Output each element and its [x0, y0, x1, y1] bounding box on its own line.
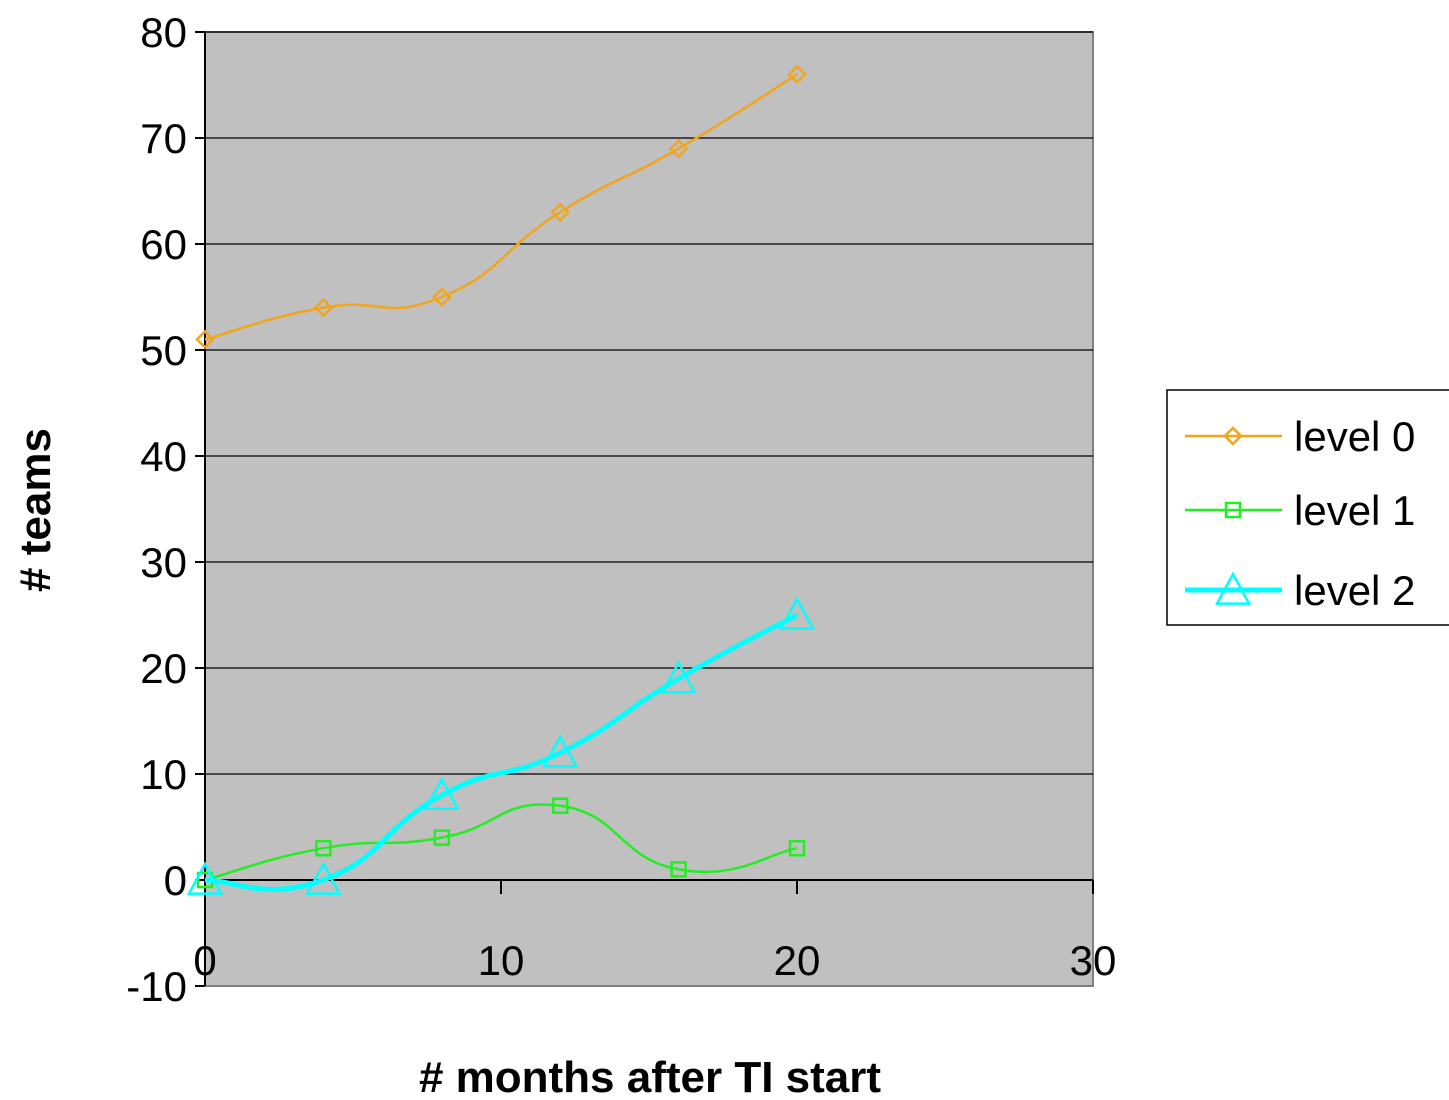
data-point: [423, 776, 460, 811]
legend-box: [1166, 389, 1449, 626]
x-tick-label: 30: [1070, 937, 1117, 984]
data-point: [551, 797, 569, 815]
y-tick-label: 30: [140, 539, 187, 586]
plot-area: [204, 31, 1094, 987]
data-point: [195, 329, 215, 350]
y-tick-label: 70: [140, 115, 187, 162]
data-point: [433, 829, 451, 846]
x-axis-title: # months after TI start: [419, 1053, 881, 1100]
data-point: [315, 839, 332, 857]
legend-swatch-marker: [1223, 426, 1243, 446]
y-tick-label: 40: [140, 433, 187, 480]
x-tick-label: 0: [193, 937, 216, 984]
series-layer: [186, 64, 816, 895]
data-point: [670, 861, 687, 878]
data-point: [668, 138, 689, 159]
data-point: [186, 861, 224, 895]
data-point: [305, 861, 342, 895]
y-tick-label: 50: [140, 327, 187, 374]
legend: level 0 level 1 level 2: [1166, 389, 1449, 626]
data-point: [660, 659, 697, 694]
legend-swatch-marker: [1224, 501, 1242, 519]
series-line: [204, 73, 798, 341]
series-level-2: [186, 596, 816, 895]
legend-item-level-2: level 2: [1185, 567, 1415, 614]
y-tick-label: 10: [140, 751, 187, 798]
x-tick-labels: 0 10 20 30: [193, 937, 1116, 984]
y-tick-label: 20: [140, 645, 187, 692]
series-line: [204, 803, 798, 882]
legend-label: level 2: [1294, 567, 1415, 614]
data-point: [788, 839, 806, 857]
legend-item-level-0: level 0: [1185, 413, 1415, 460]
data-point: [432, 287, 452, 307]
x-tick-label: 10: [478, 937, 525, 984]
series-level-1: [196, 797, 806, 889]
data-point: [550, 202, 570, 222]
gridlines: [205, 31, 1093, 775]
data-point: [542, 734, 579, 768]
y-tick-label: 60: [140, 221, 187, 268]
data-point: [778, 596, 816, 630]
y-tick-label: 80: [140, 9, 187, 56]
legend-item-level-1: level 1: [1185, 487, 1415, 534]
y-tick-label: 0: [164, 857, 187, 904]
legend-swatch-marker: [1214, 571, 1252, 605]
data-point: [787, 64, 807, 85]
y-tick-labels: 80 70 60 50 40 30 20 10 0 -10: [126, 9, 187, 1010]
legend-label: level 0: [1294, 413, 1415, 460]
y-axis-title: # teams: [11, 428, 60, 592]
x-tick-label: 20: [774, 937, 821, 984]
data-point: [313, 297, 334, 318]
legend-label: level 1: [1294, 487, 1415, 534]
series-level-0: [195, 64, 807, 350]
y-tick-label: -10: [126, 963, 187, 1010]
